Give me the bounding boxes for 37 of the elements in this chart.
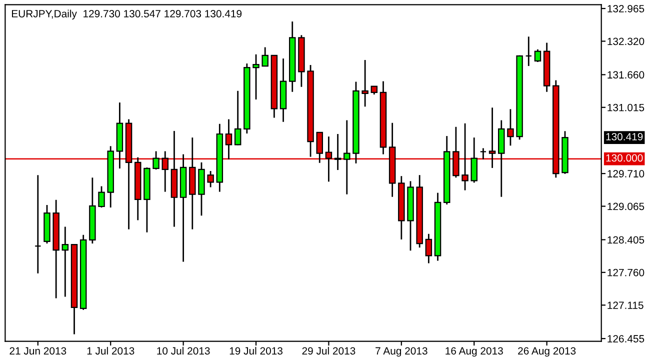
candlestick (480, 147, 487, 160)
candlestick (262, 46, 268, 68)
x-tick-label: 10 Jul 2013 (157, 346, 210, 355)
candlestick (534, 48, 542, 63)
y-tick-label: 127.760 (608, 268, 644, 276)
y-tick-label: 127.115 (608, 302, 644, 309)
ref-line-label: 130.000 (606, 154, 643, 162)
x-tick-label: 29 Jul 2013 (302, 346, 356, 355)
x-tick-label: 26 Aug 2013 (518, 347, 576, 357)
y-tick-label: 132.965 (608, 5, 644, 12)
y-tick-label: 131.015 (608, 104, 644, 112)
candlestick (470, 136, 478, 184)
candlestick (207, 170, 214, 188)
candlestick (525, 36, 532, 67)
candlestick (98, 186, 105, 208)
candlestick (507, 108, 514, 146)
y-tick-label: 126.455 (608, 335, 644, 342)
candlestick (344, 120, 350, 196)
x-tick-label: 1 Jul 2013 (87, 346, 134, 355)
y-tick-label: 129.065 (608, 202, 644, 210)
x-tick-label: 19 Jul 2013 (230, 346, 282, 355)
y-tick-label: 132.320 (608, 38, 644, 46)
candlestick (152, 150, 160, 170)
y-tick-label: 128.405 (608, 236, 644, 244)
candlestick (362, 59, 368, 108)
candlestick (34, 174, 42, 274)
y-tick-label: 131.660 (608, 71, 644, 79)
y-tick-label: 129.710 (608, 170, 644, 178)
candlestick (62, 226, 69, 298)
chart-title: EURJPY,Daily 129.730 130.547 129.703 130.419 (12, 10, 242, 20)
candlestick (234, 90, 242, 146)
x-tick-label: 16 Aug 2013 (446, 347, 503, 357)
candlestick (252, 54, 260, 100)
text: 130.419 (606, 133, 643, 140)
x-tick-label: 7 Aug 2013 (376, 347, 428, 357)
x-tick-label: 21 Jun 2013 (10, 347, 66, 355)
candlestick (425, 233, 432, 264)
